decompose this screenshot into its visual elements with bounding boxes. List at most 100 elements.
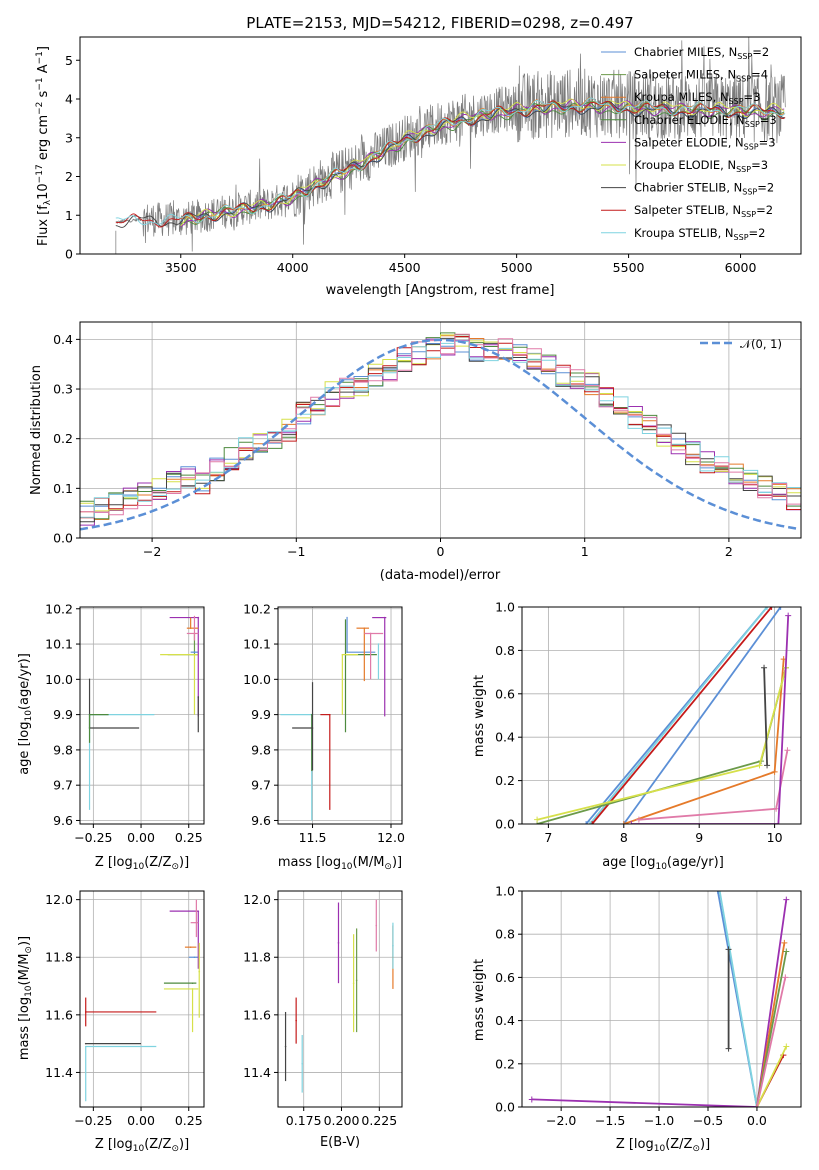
weight-marker bbox=[781, 939, 788, 946]
age-vs-mass-panel: 11.5 12.0 9.6 9.7 9.8 9.9 10.0 10.1 10.2 bbox=[243, 601, 405, 845]
weight-marker bbox=[768, 607, 775, 610]
data-point bbox=[84, 1045, 87, 1048]
data-point bbox=[295, 1019, 297, 1022]
y-tick-label: 0.6 bbox=[495, 970, 515, 985]
legend-label: Salpeter ELODIE, NSSP=3 bbox=[634, 135, 776, 151]
y-tick-label: 0.4 bbox=[495, 1013, 515, 1028]
y-tick-label: 9.8 bbox=[251, 742, 271, 757]
y-tick-label: 9.6 bbox=[53, 813, 73, 828]
weight-vs-age-panel: 7 8 9 10 0.0 0.2 0.4 0.6 0.8 1.0 bbox=[495, 600, 802, 845]
legend-label: Kroupa ELODIE, NSSP=3 bbox=[634, 158, 768, 174]
spectrum-ylabel: Flux [fλ10−17 erg cm−2 s−1 A−1] bbox=[35, 46, 53, 246]
y-tick-label: 9.6 bbox=[251, 813, 271, 828]
x-tick-label: 5500 bbox=[613, 260, 645, 275]
y-tick-label: 11.6 bbox=[243, 1007, 271, 1022]
x-tick-label: 0.25 bbox=[175, 1113, 203, 1128]
y-tick-label: 0.0 bbox=[495, 1100, 515, 1115]
weight-marker bbox=[777, 607, 784, 610]
x-tick-label: 9 bbox=[695, 830, 703, 845]
model-spectrum bbox=[115, 97, 786, 226]
weight-marker bbox=[716, 891, 723, 894]
data-point bbox=[369, 632, 372, 635]
y-tick-label: 2 bbox=[65, 169, 73, 184]
spectrum-title: PLATE=2153, MJD=54212, FIBERID=0298, z=0… bbox=[246, 14, 633, 32]
y-tick-label: 0.4 bbox=[53, 332, 73, 347]
mass-vs-Z-panel: −0.25 0.00 0.25 11.4 11.6 11.8 12.0 bbox=[45, 890, 205, 1128]
data-point bbox=[88, 713, 91, 716]
weight-marker bbox=[764, 762, 771, 769]
data-point bbox=[328, 713, 331, 716]
x-tick-label: −2 bbox=[143, 544, 161, 559]
age-vs-mass-xlabel: mass [log10(M/M⊙)] bbox=[278, 855, 402, 872]
legend-label: Chabrier STELIB, NSSP=2 bbox=[634, 181, 774, 197]
y-tick-label: 1.0 bbox=[495, 884, 515, 899]
model-spectrum bbox=[180, 101, 785, 225]
x-tick-label: 8 bbox=[620, 830, 628, 845]
weight-line bbox=[591, 607, 773, 824]
x-tick-label: 3500 bbox=[165, 260, 197, 275]
weight-marker bbox=[714, 891, 721, 894]
plot-area bbox=[115, 37, 786, 254]
y-tick-label: 0.8 bbox=[495, 927, 515, 942]
spectrum-xlabel: wavelength [Angstrom, rest frame] bbox=[326, 283, 555, 298]
y-tick-label: 12.0 bbox=[243, 892, 271, 907]
weight-marker bbox=[628, 821, 635, 824]
y-tick-label: 10.0 bbox=[45, 672, 73, 687]
residual-xlabel: (data-model)/error bbox=[380, 568, 501, 583]
data-point bbox=[191, 988, 194, 990]
y-tick-label: 0.2 bbox=[495, 1056, 515, 1071]
data-point bbox=[352, 982, 355, 984]
weight-marker bbox=[583, 821, 590, 824]
model-spectrum bbox=[180, 99, 785, 228]
y-tick-label: 11.6 bbox=[45, 1007, 73, 1022]
data-point bbox=[301, 1063, 303, 1065]
y-tick-label: 0.4 bbox=[495, 730, 515, 745]
y-tick-label: 1 bbox=[65, 208, 73, 223]
x-tick-label: −0.5 bbox=[693, 1113, 723, 1128]
x-tick-label: 4000 bbox=[277, 260, 309, 275]
weight-marker bbox=[784, 747, 791, 754]
y-tick-label: 0.0 bbox=[495, 817, 515, 832]
data-point bbox=[337, 942, 340, 944]
x-tick-label: 11.5 bbox=[299, 830, 327, 845]
data-point bbox=[193, 653, 196, 656]
weight-line bbox=[763, 667, 768, 766]
plot-area bbox=[80, 332, 801, 526]
legend-label: Chabrier MILES, NSSP=2 bbox=[634, 45, 769, 61]
data-point bbox=[189, 627, 192, 629]
weight-marker bbox=[764, 607, 771, 610]
data-point bbox=[377, 643, 380, 645]
y-tick-label: 11.4 bbox=[45, 1065, 73, 1080]
model-spectrum bbox=[115, 100, 786, 228]
y-tick-label: 9.9 bbox=[251, 707, 271, 722]
data-point bbox=[197, 910, 200, 912]
x-tick-label: −1 bbox=[287, 544, 305, 559]
weight-line bbox=[631, 615, 790, 824]
y-tick-label: 10.1 bbox=[243, 637, 271, 652]
axes-frame bbox=[79, 606, 205, 825]
y-tick-label: 0.2 bbox=[53, 431, 73, 446]
axes-frame bbox=[521, 890, 802, 1108]
normal-legend-label: 𝒩(0, 1) bbox=[740, 337, 782, 351]
data-point bbox=[363, 627, 366, 629]
y-tick-label: 9.7 bbox=[251, 778, 271, 793]
y-tick-label: 10.2 bbox=[45, 601, 73, 616]
data-point bbox=[311, 727, 314, 729]
model-spectrum bbox=[115, 101, 786, 228]
y-tick-label: 10.0 bbox=[243, 672, 271, 687]
x-tick-label: 10 bbox=[767, 830, 783, 845]
plot-area bbox=[284, 899, 394, 1093]
weight-vs-age-ylabel: mass weight bbox=[472, 675, 487, 757]
x-tick-label: 0.25 bbox=[175, 830, 203, 845]
weight-line bbox=[718, 891, 758, 1107]
data-point bbox=[197, 616, 200, 619]
y-tick-label: 3 bbox=[65, 130, 73, 145]
weight-marker bbox=[620, 821, 627, 824]
legend-label: Salpeter STELIB, NSSP=2 bbox=[634, 203, 773, 219]
weight-marker bbox=[725, 1045, 732, 1052]
data-point bbox=[84, 1042, 87, 1045]
weight-marker bbox=[775, 821, 782, 824]
weight-marker bbox=[586, 821, 593, 824]
y-tick-label: 11.8 bbox=[45, 950, 73, 965]
